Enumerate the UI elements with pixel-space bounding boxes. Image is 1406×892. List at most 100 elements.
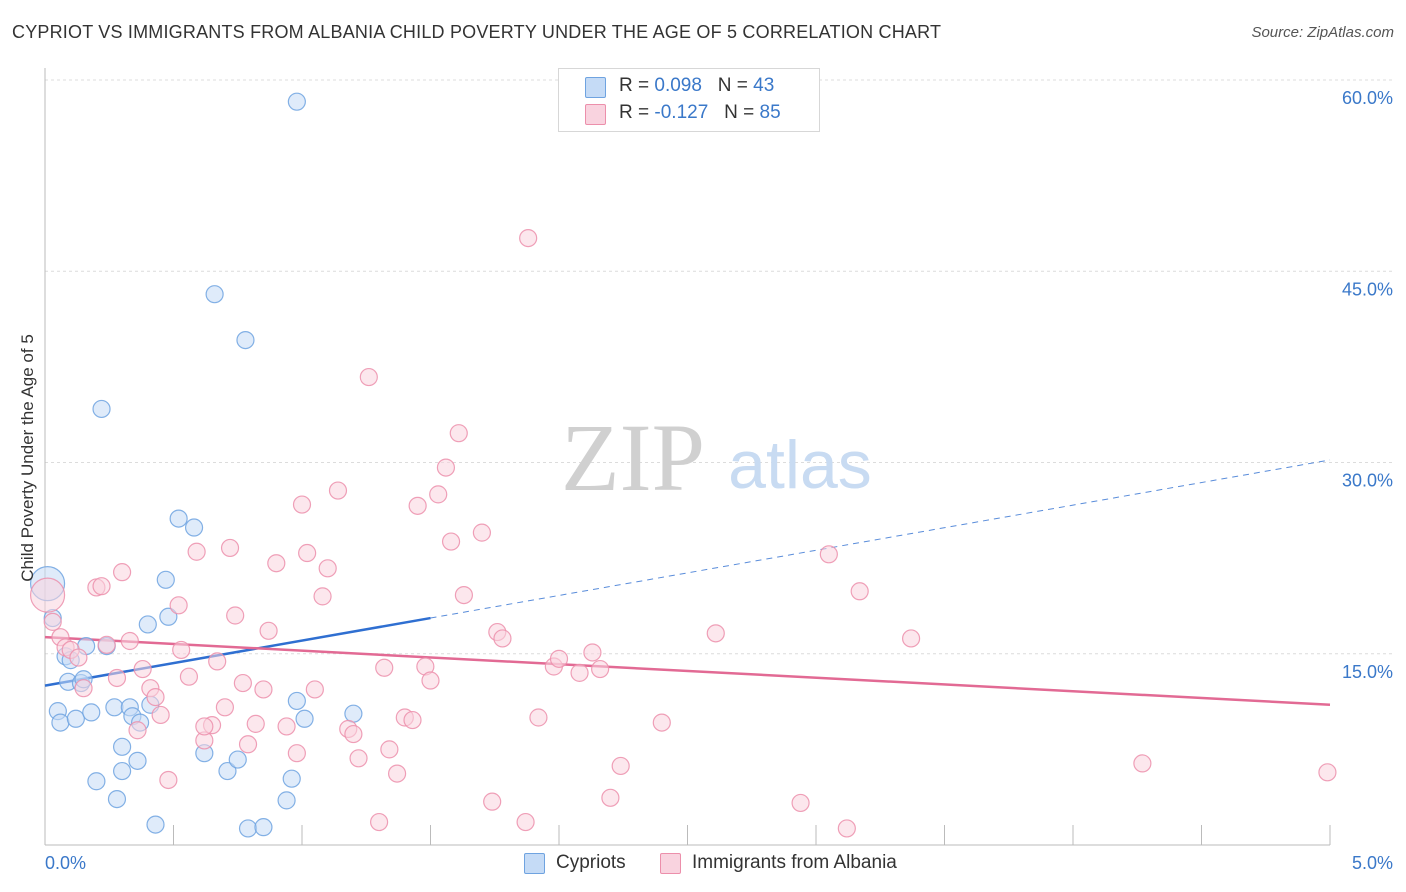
watermark-zip: ZIP: [561, 404, 705, 511]
stats-legend: R = 0.098 N = 43 R = -0.127 N = 85: [558, 68, 820, 132]
y-tick-label: 15.0%: [1342, 662, 1393, 682]
data-point-albania: [901, 629, 921, 648]
data-point-albania: [151, 705, 170, 725]
data-point-albania: [1133, 754, 1152, 773]
data-point-cypriots: [287, 691, 306, 711]
data-point-cypriots: [92, 399, 111, 419]
data-point-albania: [601, 788, 620, 807]
data-point-albania: [1318, 763, 1337, 782]
data-point-albania: [370, 812, 389, 832]
data-point-albania: [172, 640, 191, 660]
data-point-albania: [349, 749, 368, 768]
data-point-albania: [195, 717, 214, 736]
data-points: [29, 92, 1337, 838]
data-point-albania: [570, 663, 589, 682]
data-point-albania: [187, 542, 206, 561]
data-point-cypriots: [282, 769, 301, 788]
data-point-albania: [277, 717, 296, 736]
data-point-albania: [483, 792, 502, 811]
axes: [44, 68, 1331, 846]
legend-swatch-albania: [585, 104, 606, 125]
data-point-albania: [233, 673, 252, 693]
y-tick-label: 60.0%: [1342, 88, 1393, 108]
y-tick-label: 45.0%: [1342, 279, 1393, 299]
data-point-albania: [359, 367, 378, 387]
x-tick-label: 0.0%: [45, 853, 86, 873]
x-tick-label: 5.0%: [1352, 853, 1393, 873]
data-point-cypriots: [218, 761, 237, 781]
data-point-cypriots: [254, 818, 273, 837]
data-point-cypriots: [112, 761, 132, 781]
data-point-albania: [159, 770, 178, 790]
trend-line-albania: [44, 635, 1331, 706]
legend-r-label: R =: [619, 75, 650, 96]
data-point-albania: [403, 710, 422, 730]
legend-label-albania: Immigrants from Albania: [692, 852, 897, 873]
data-point-albania: [246, 714, 265, 733]
data-point-albania: [591, 659, 610, 679]
legend-r-value: -0.127: [654, 102, 709, 123]
data-point-albania: [69, 648, 88, 667]
legend-swatch-albania: [660, 853, 681, 874]
data-point-albania: [583, 643, 602, 662]
data-point-cypriots: [344, 704, 363, 723]
data-point-albania: [380, 740, 399, 759]
data-point-albania: [128, 721, 147, 740]
legend-swatch-cypriots: [585, 77, 606, 98]
data-point-albania: [516, 812, 535, 832]
data-point-albania: [652, 713, 671, 732]
watermark: ZIP atlas: [561, 404, 872, 511]
data-point-albania: [791, 793, 810, 813]
data-point-albania: [421, 671, 440, 690]
legend-n-label: N =: [717, 75, 748, 96]
data-point-cypriots: [128, 751, 147, 770]
legend-n-value: 43: [753, 75, 775, 96]
data-point-albania: [529, 708, 548, 727]
data-point-albania: [120, 631, 139, 651]
data-point-albania: [29, 577, 66, 613]
source-label: Source: ZipAtlas.com: [1251, 24, 1394, 41]
y-tick-label: 30.0%: [1342, 471, 1393, 491]
watermark-atlas: atlas: [728, 427, 872, 503]
data-point-cypriots: [66, 709, 85, 728]
data-point-cypriots: [51, 713, 70, 732]
data-point-cypriots: [82, 703, 101, 722]
data-point-albania: [408, 496, 427, 515]
data-point-albania: [208, 652, 227, 671]
data-point-albania: [305, 680, 324, 699]
data-point-albania: [819, 545, 838, 564]
data-point-albania: [313, 587, 332, 606]
data-point-albania: [74, 679, 93, 698]
data-point-cypriots: [156, 570, 175, 589]
data-point-albania: [375, 658, 394, 677]
data-point-albania: [850, 582, 869, 601]
data-point-cypriots: [105, 698, 124, 717]
data-point-cypriots: [277, 791, 296, 810]
data-point-albania: [441, 532, 461, 551]
data-point-albania: [454, 585, 474, 605]
data-point-albania: [493, 629, 512, 648]
data-point-cypriots: [205, 285, 224, 304]
legend-n-value: 85: [759, 102, 781, 123]
data-point-albania: [146, 687, 165, 707]
data-point-albania: [287, 744, 306, 763]
data-point-albania: [259, 621, 278, 640]
data-point-albania: [133, 659, 152, 679]
trend-extension-cypriots: [430, 459, 1331, 619]
data-point-cypriots: [184, 518, 204, 537]
data-point-albania: [344, 724, 363, 744]
legend-r-label: R =: [619, 102, 650, 123]
data-point-albania: [226, 606, 245, 625]
data-point-cypriots: [228, 750, 247, 769]
legend-n-label: N =: [724, 102, 755, 123]
grid-lines: [45, 79, 1392, 655]
data-point-albania: [387, 764, 407, 783]
legend-swatch-cypriots: [524, 853, 545, 874]
data-point-albania: [449, 424, 468, 443]
data-point-cypriots: [295, 709, 314, 728]
data-point-albania: [112, 563, 132, 582]
data-point-albania: [254, 680, 273, 699]
data-point-albania: [436, 458, 456, 477]
data-point-cypriots: [112, 737, 132, 756]
